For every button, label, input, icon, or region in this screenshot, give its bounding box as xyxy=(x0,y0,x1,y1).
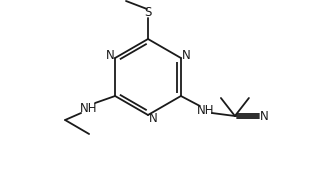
Text: N: N xyxy=(182,49,190,62)
Text: NH: NH xyxy=(80,101,98,115)
Text: NH: NH xyxy=(197,104,215,116)
Text: S: S xyxy=(144,6,152,19)
Text: N: N xyxy=(106,49,114,62)
Text: N: N xyxy=(149,111,157,125)
Text: N: N xyxy=(260,110,268,122)
